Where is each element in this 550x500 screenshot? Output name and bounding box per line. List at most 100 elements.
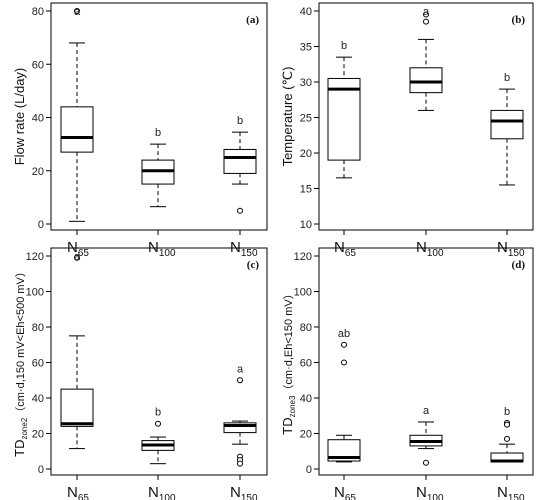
y-axis-title-main: TD — [280, 417, 295, 434]
significance-letter: ab — [338, 328, 350, 340]
y-tick-label: 40 — [32, 393, 44, 405]
y-tick-label: 0 — [38, 464, 44, 476]
y-axis-title-main: TD — [12, 440, 27, 457]
box-1: ab — [327, 328, 361, 463]
y-axis-title: Flow rate (L/day) — [12, 68, 27, 166]
box-2: a — [409, 405, 443, 466]
x-category-main: N — [334, 484, 345, 500]
x-category-label: N150 — [230, 484, 258, 500]
outlier-point — [423, 11, 429, 18]
y-tick-label: 80 — [300, 322, 312, 334]
x-category-main: N — [148, 484, 159, 500]
y-tick-label: 35 — [300, 42, 312, 54]
y-tick-label: 120 — [26, 251, 44, 263]
box-3: b — [490, 406, 524, 463]
significance-letter: a — [74, 251, 81, 263]
y-tick-label: 80 — [32, 6, 44, 18]
x-category-label: N150 — [497, 484, 525, 500]
y-tick-label: 20 — [32, 429, 44, 441]
significance-letter: b — [155, 127, 161, 139]
significance-letter: a — [74, 6, 81, 18]
x-category-label: N65 — [67, 484, 89, 500]
x-category-sub: 65 — [345, 493, 357, 500]
x-category-sub: 65 — [345, 248, 357, 259]
outlier-point — [341, 341, 347, 348]
box-iqr — [409, 67, 443, 94]
outlier-point — [237, 377, 243, 384]
y-tick-label: 20 — [300, 429, 312, 441]
box-iqr — [60, 106, 94, 153]
box-2: b — [141, 127, 175, 208]
significance-letter: a — [423, 405, 430, 417]
y-tick-label: 60 — [300, 358, 312, 370]
outlier-point — [341, 359, 347, 366]
x-category-sub: 150 — [508, 248, 525, 259]
y-tick-label: 60 — [32, 59, 44, 71]
x-category-main: N — [497, 484, 508, 500]
significance-letter: b — [504, 72, 510, 84]
outlier-point — [504, 435, 510, 442]
significance-letter: a — [237, 363, 244, 375]
x-category-sub: 100 — [427, 493, 444, 500]
y-tick-label: 100 — [294, 287, 312, 299]
y-tick-label: 60 — [32, 358, 44, 370]
y-tick-label: 0 — [38, 219, 44, 231]
x-category-sub: 100 — [159, 493, 176, 500]
y-tick-label: 25 — [300, 113, 312, 125]
x-category-label: N150 — [230, 239, 258, 259]
box-iqr — [223, 148, 257, 174]
box-1: a — [60, 6, 94, 222]
y-axis-title-rest: （cm·d,Eh<150 mV） — [282, 288, 295, 395]
y-tick-label: 0 — [306, 464, 312, 476]
outlier-point — [423, 18, 429, 25]
panel-tag: (a) — [246, 14, 259, 26]
box-iqr — [223, 422, 257, 434]
y-tick-label: 20 — [32, 166, 44, 178]
x-category-main: N — [416, 484, 427, 500]
x-category-sub: 65 — [78, 493, 90, 500]
x-category-sub: 150 — [508, 493, 525, 500]
y-tick-label: 30 — [300, 77, 312, 89]
x-category-label: N100 — [148, 484, 176, 500]
y-tick-label: 15 — [300, 184, 312, 196]
x-category-label: N65 — [334, 484, 356, 500]
x-category-sub: 65 — [78, 248, 90, 259]
x-category-label: N150 — [497, 239, 525, 259]
x-category-sub: 100 — [427, 248, 444, 259]
box-iqr — [327, 77, 361, 161]
y-axis-title: TDzone2（cm·d,150 mV<Eh<500 mV） — [12, 266, 29, 457]
outlier-point — [237, 207, 243, 214]
significance-letter: a — [423, 6, 430, 18]
y-tick-label: 100 — [26, 287, 44, 299]
box-3: b — [223, 115, 257, 214]
box-1: a — [60, 251, 94, 450]
panel-tag: (b) — [512, 14, 526, 26]
y-tick-label: 40 — [32, 113, 44, 125]
significance-letter: b — [155, 407, 161, 419]
box-3: a — [223, 363, 257, 467]
panel-b: 10 15 20 25 30 35 40 N65 N100 N150 b a b (b) Temperatu… — [280, 2, 534, 259]
outlier-point — [74, 8, 80, 14]
x-category-sub: 150 — [241, 493, 258, 500]
outlier-point — [74, 254, 80, 261]
y-tick-label: 10 — [300, 219, 312, 231]
outlier-point — [504, 421, 510, 428]
box-1: b — [327, 40, 361, 179]
y-tick-label: 20 — [300, 148, 312, 160]
y-axis-title-sub: zone2 — [20, 417, 29, 439]
box-2: a — [409, 6, 443, 111]
box-3: b — [490, 72, 524, 186]
panel-tag: (d) — [512, 259, 526, 271]
panel-tag: (c) — [247, 259, 260, 271]
x-category-main: N — [67, 484, 78, 500]
x-category-main: N — [230, 484, 241, 500]
box-iqr — [327, 439, 361, 462]
significance-letter: b — [341, 40, 347, 52]
x-category-sub: 100 — [159, 248, 176, 259]
y-axis-title-sub: zone3 — [288, 395, 297, 417]
x-category-label: N65 — [334, 239, 356, 259]
plot-frame — [50, 247, 268, 476]
